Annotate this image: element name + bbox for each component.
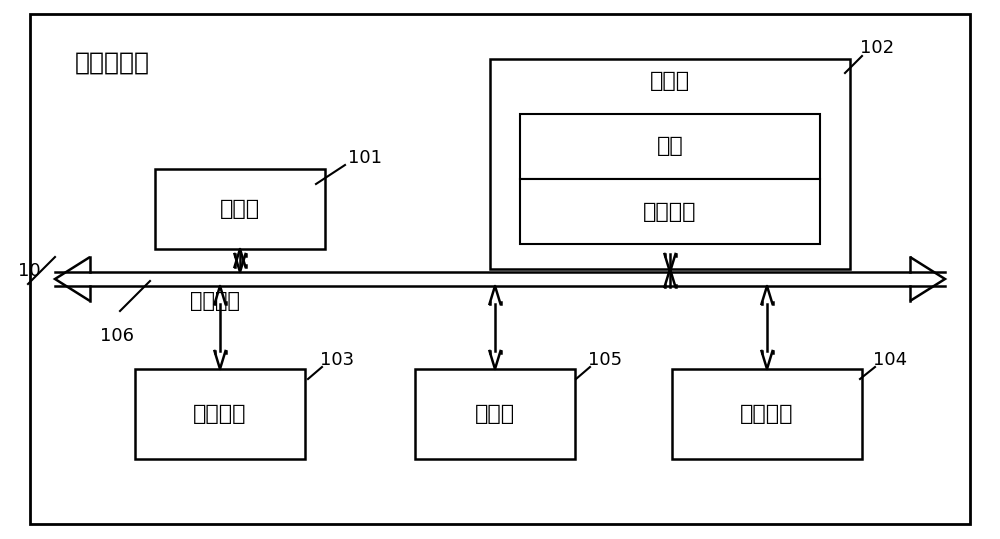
Text: 101: 101 — [348, 149, 382, 167]
Text: 操作系统: 操作系统 — [643, 202, 697, 222]
Text: 106: 106 — [100, 327, 134, 345]
Bar — [520, 114, 820, 179]
Bar — [490, 59, 850, 269]
Text: 计算机设备: 计算机设备 — [75, 51, 150, 75]
Bar — [135, 369, 305, 459]
Text: 102: 102 — [860, 39, 894, 57]
Bar — [155, 169, 325, 249]
Text: 显示器: 显示器 — [475, 404, 515, 424]
Text: 通信总线: 通信总线 — [190, 291, 240, 311]
Text: 处理器: 处理器 — [220, 199, 260, 219]
Bar — [520, 179, 820, 244]
Text: 程序: 程序 — [657, 136, 683, 156]
Text: 103: 103 — [320, 351, 354, 369]
Text: 通信接口: 通信接口 — [193, 404, 247, 424]
Text: 输入单元: 输入单元 — [740, 404, 794, 424]
Text: 存储器: 存储器 — [650, 71, 690, 91]
Text: 10: 10 — [18, 262, 41, 280]
Text: 105: 105 — [588, 351, 622, 369]
Bar — [415, 369, 575, 459]
Text: 104: 104 — [873, 351, 907, 369]
Bar — [672, 369, 862, 459]
